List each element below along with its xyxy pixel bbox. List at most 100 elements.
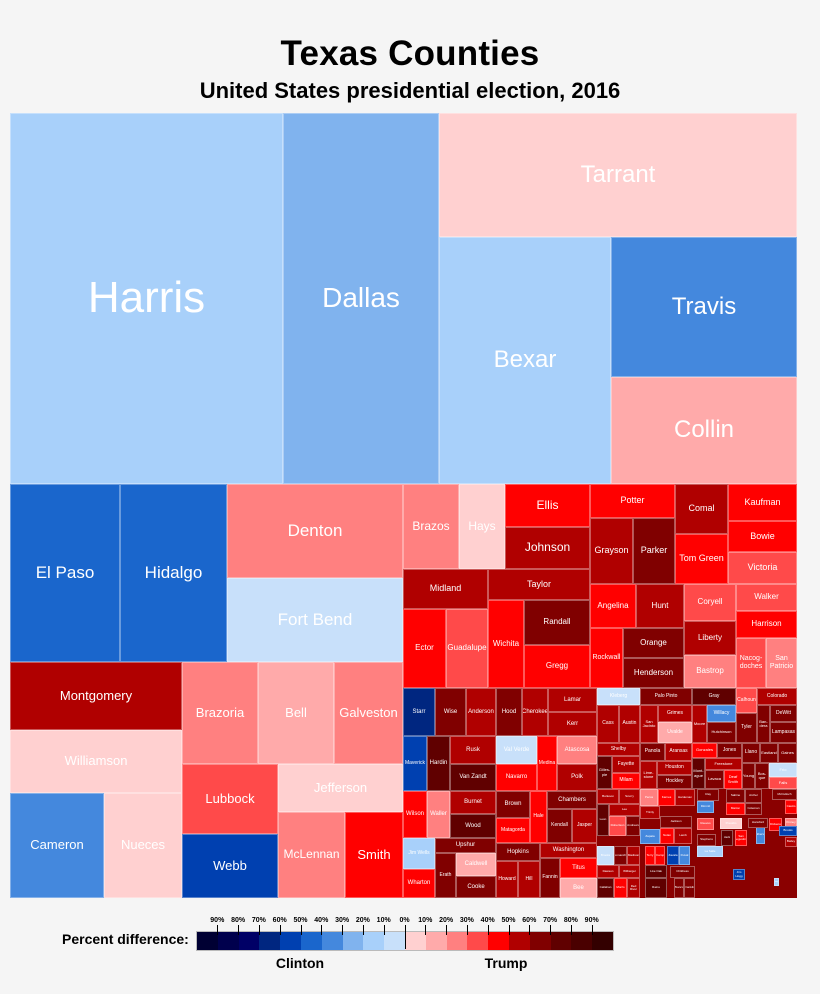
county-tile: Bowie [728, 521, 797, 552]
county-tile: Chambers [547, 791, 597, 809]
county-tile: Coryell [684, 584, 736, 621]
county-tile: Aransas [665, 743, 692, 761]
county-tile: Frio [769, 763, 797, 777]
legend-tick-mark [466, 925, 468, 935]
county-tile: Harrison [736, 611, 797, 638]
county-tile: Zavala [667, 846, 679, 865]
county-tile: Webb [182, 834, 278, 898]
county-tile: Cameron [10, 793, 104, 898]
county-tile: Hardeman [675, 789, 695, 806]
legend-tick-mark [258, 925, 260, 935]
county-tile: Potter [590, 484, 675, 518]
legend-swatch [259, 932, 281, 950]
county-tile: Hardin [427, 736, 450, 791]
county-tile: Mont- ague [692, 758, 705, 789]
legend-tick-label: 60% [522, 917, 537, 924]
legend-tick-label: 60% [272, 917, 287, 924]
county-tile: Rains [645, 878, 667, 898]
county-tile: Lubbock [182, 764, 278, 834]
county-tile: Grayson [590, 518, 633, 584]
county-tile: Ector [403, 609, 446, 688]
county-tile: Titus [560, 858, 597, 878]
county-tile: Shelby [597, 743, 640, 756]
county-tile: Val Verde [496, 736, 537, 764]
county-tile: La Salle [697, 846, 723, 857]
legend-tick-label: 20% [439, 917, 454, 924]
legend-tick-label: 80% [231, 917, 246, 924]
legend-tick-mark [591, 925, 593, 935]
county-tile: Hidalgo [120, 484, 227, 662]
county-tile: Burleson [597, 789, 619, 804]
legend-tick-label: 30% [459, 917, 474, 924]
legend-tick-label: 50% [293, 917, 308, 924]
legend-tick-label: 80% [563, 917, 578, 924]
county-tile: Kleberg [597, 688, 640, 705]
county-tile: Kendall [547, 809, 572, 843]
county-tile: Jefferson [278, 764, 403, 812]
legend-tick-mark [238, 925, 240, 935]
county-tile: Galveston [334, 662, 403, 764]
county-tile: Blanco [674, 878, 684, 898]
county-tile: Pecos [640, 789, 658, 806]
legend-tick-mark [362, 925, 364, 935]
county-tile: Jim Hogg [733, 869, 745, 880]
county-tile: Lime- stone [640, 761, 657, 789]
county-tile: Lavaca [705, 770, 724, 789]
county-tile: Gray [692, 688, 736, 705]
legend-tick-mark [342, 925, 344, 935]
legend-tick-label: 90% [210, 917, 225, 924]
county-tile: Ellis [505, 484, 590, 527]
legend-swatch [488, 932, 509, 950]
county-tile: Nueces [104, 793, 182, 898]
legend-tick-label: 50% [501, 917, 516, 924]
county-tile: Orange [623, 628, 684, 658]
county-tile: Midland [403, 569, 488, 609]
county-tile: Rusk [450, 736, 496, 764]
county-tile: Maverick [403, 736, 427, 791]
county-tile: Fannin [540, 858, 560, 898]
county-tile: Bee [560, 878, 597, 898]
county-tile: Jack [721, 830, 733, 846]
county-tile: Wilbarger [619, 865, 640, 878]
county-tile: Victoria [728, 552, 797, 584]
county-tile: Llano [742, 743, 760, 763]
legend-clinton-label: Clinton [275, 955, 325, 971]
county-tile: Gaines [778, 743, 797, 763]
county-tile: Coleman [745, 803, 762, 815]
legend-swatch [342, 932, 364, 950]
county-tile: Dawson [597, 865, 619, 878]
county-tile: Randall [524, 600, 590, 645]
county-tile: Howard [496, 861, 518, 898]
county-tile: Bos- que [755, 763, 769, 789]
county-tile: Red River [627, 878, 640, 898]
county-tile: Washington [540, 843, 597, 858]
legend-tick-mark [487, 925, 489, 935]
chart-subtitle: United States presidential election, 201… [199, 78, 621, 103]
county-tile: Hill [518, 861, 540, 898]
county-tile: Starr [403, 688, 435, 736]
county-tile: Presidio [720, 818, 742, 829]
legend-swatch [508, 932, 530, 950]
legend-tick-label: 70% [543, 917, 558, 924]
legend-tick-mark [321, 925, 323, 935]
legend-tick-mark [383, 925, 385, 935]
county-tile: Dimmit [697, 801, 714, 813]
legend-tick-mark [550, 925, 552, 935]
legend-tick-mark [217, 925, 219, 935]
county-tile: Jackson [660, 816, 692, 828]
county-tile: Jim Wells [403, 838, 435, 869]
county-tile: Rockwall [590, 628, 623, 688]
legend-swatch [425, 932, 447, 950]
legend-swatch [321, 932, 343, 950]
county-tile: Scurry [619, 789, 640, 804]
county-tile: Kaufman [728, 484, 797, 521]
county-tile: Anderson [466, 688, 496, 736]
county-tile: Harris [10, 113, 283, 484]
county-tile: Tarrant [439, 113, 797, 237]
county-tile: Leon [597, 804, 609, 836]
county-tile: Waller [427, 791, 450, 838]
county-tile: Atascosa [557, 736, 597, 764]
county-tile: Tom Green [675, 534, 728, 584]
county-tile: Castro [785, 800, 797, 814]
county-tile: Smith [345, 812, 403, 898]
